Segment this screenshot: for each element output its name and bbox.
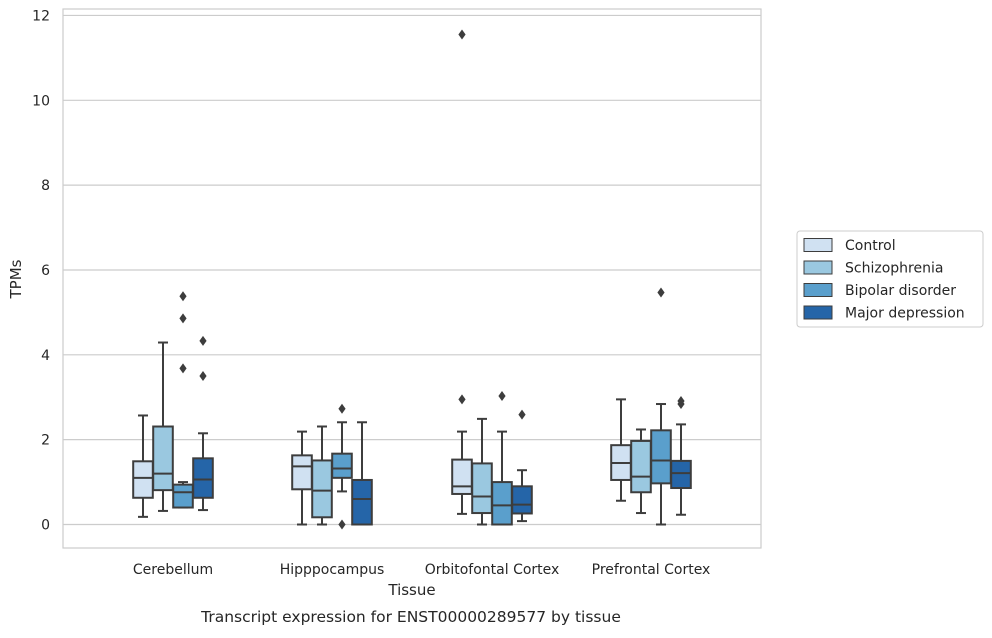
legend-label: Schizophrenia <box>845 261 943 277</box>
legend: Control Schizophrenia Bipolar disorder Majo… <box>796 230 984 328</box>
outlier-0 <box>338 403 346 414</box>
outlier-1 <box>458 29 466 40</box>
legend-swatch <box>803 260 833 275</box>
box-3-3 <box>670 396 692 516</box>
y-tick-label-6: 6 <box>41 263 50 279</box>
outlier-0 <box>498 390 506 401</box>
box-group-3 <box>610 287 692 526</box>
box-3-0 <box>610 398 632 502</box>
y-tick-label-12: 12 <box>32 8 50 24</box>
box-2-3 <box>511 409 533 523</box>
box-group-2 <box>451 29 533 526</box>
box-iqr <box>511 485 533 515</box>
chart-caption: Transcript expression for ENST0000028957… <box>200 608 621 626</box>
legend-swatch <box>803 238 833 252</box>
box-iqr <box>152 425 174 492</box>
legend-swatch <box>803 305 833 320</box>
box-2-1 <box>471 417 493 526</box>
legend-item-0: Control <box>803 238 896 254</box>
box-1-3 <box>351 421 373 526</box>
box-1-2 <box>331 403 353 530</box>
box-group-0 <box>132 291 214 518</box>
x-axis-label: Tissue <box>387 581 435 599</box>
y-tick-label-0: 0 <box>41 518 50 534</box>
y-tick-label-8: 8 <box>41 178 50 194</box>
x-tick-label-3: Prefrontal Cortex <box>592 562 711 578</box>
box-iqr <box>491 481 513 526</box>
outlier-1 <box>338 519 346 530</box>
legend-swatch <box>803 283 833 297</box>
box-iqr <box>351 478 373 526</box>
box-iqr <box>630 439 652 494</box>
box-groups <box>132 29 692 530</box>
y-tick-label-4: 4 <box>41 348 50 364</box>
box-3-2 <box>650 287 672 526</box>
box-0-3 <box>192 335 214 512</box>
box-iqr <box>291 454 313 491</box>
box-iqr <box>172 483 194 509</box>
x-tick-label-2: Orbitofontal Cortex <box>425 562 560 578</box>
box-iqr <box>331 452 353 479</box>
box-3-1 <box>630 428 652 515</box>
outlier-0 <box>458 394 466 405</box>
box-0-2 <box>172 291 194 509</box>
box-1-1 <box>311 425 333 526</box>
legend-label: Control <box>845 238 896 254</box>
outlier-2 <box>179 291 187 302</box>
legend-item-3: Major depression <box>803 305 965 322</box>
x-tick-label-1: Hipppocampus <box>280 562 385 578</box>
y-tick-label-2: 2 <box>41 433 50 449</box>
box-0-0 <box>132 414 154 518</box>
grid-lines <box>63 14 761 526</box>
legend-label: Major depression <box>845 306 965 322</box>
box-iqr <box>311 459 333 519</box>
box-iqr <box>451 458 473 495</box>
box-iqr <box>670 459 692 490</box>
legend-item-1: Schizophrenia <box>803 260 943 277</box>
y-tick-label-10: 10 <box>32 93 50 109</box>
outlier-0 <box>657 287 665 298</box>
plot-frame <box>62 8 762 549</box>
box-0-1 <box>152 341 174 512</box>
y-tick-labels: 0 2 4 6 8 10 12 <box>32 8 50 533</box>
box-iqr <box>132 460 154 499</box>
outlier-0 <box>179 363 187 374</box>
box-iqr <box>192 457 214 499</box>
y-axis-label: TPMs <box>7 259 25 299</box>
box-iqr <box>650 429 672 485</box>
x-tick-label-0: Cerebellum <box>133 562 213 578</box>
box-group-1 <box>291 403 373 530</box>
legend-frame <box>796 230 984 328</box>
box-iqr <box>471 462 493 515</box>
outlier-1 <box>179 313 187 324</box>
outlier-1 <box>677 396 685 407</box>
x-tick-labels: Cerebellum Hipppocampus Orbitofontal Corte… <box>133 562 710 578</box>
legend-label: Bipolar disorder <box>845 283 956 299</box>
outlier-0 <box>518 409 526 420</box>
outlier-0 <box>199 371 207 382</box>
outlier-1 <box>199 335 207 346</box>
legend-item-2: Bipolar disorder <box>803 283 956 299</box>
